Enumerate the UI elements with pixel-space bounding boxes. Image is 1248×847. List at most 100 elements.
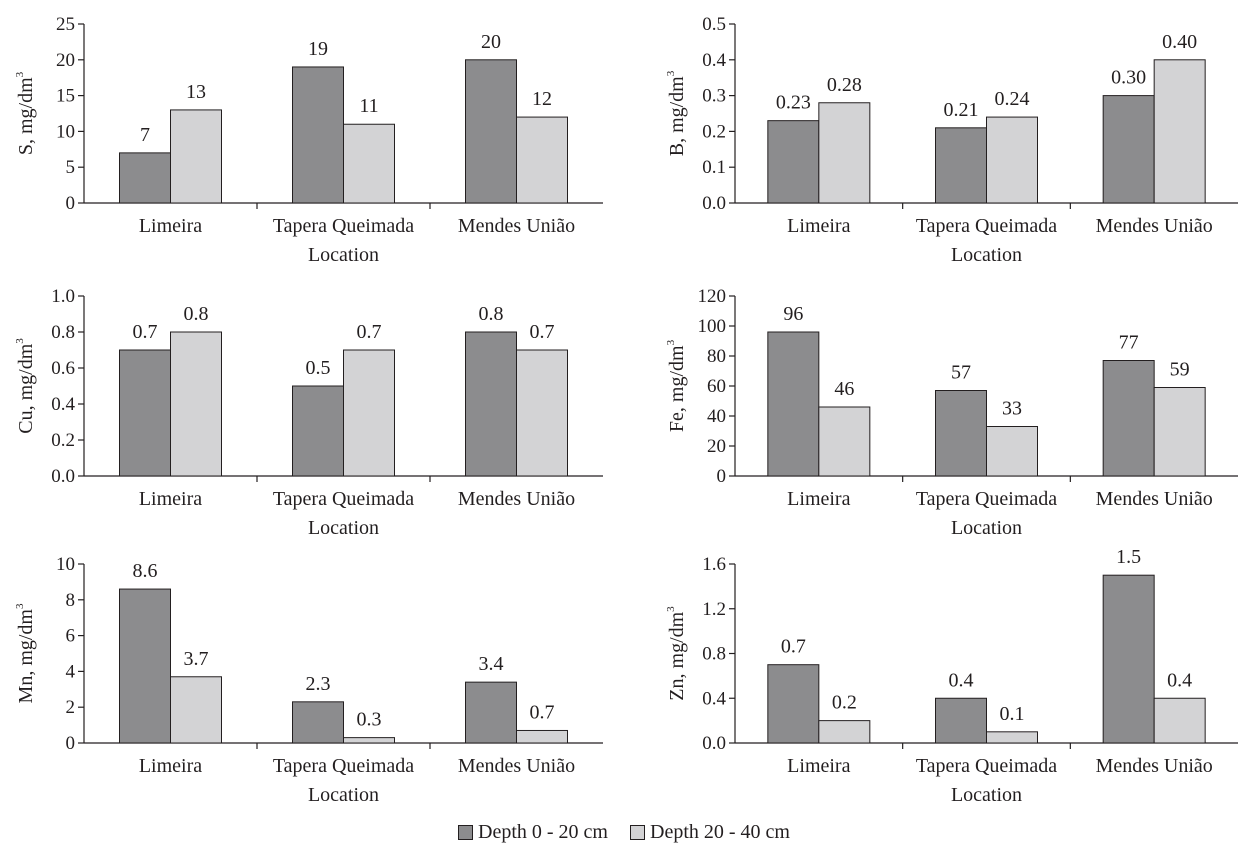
y-axis-title: Fe, mg/dm3 [665, 339, 688, 432]
data-label: 0.7 [357, 321, 382, 343]
category-label: Mendes União [1096, 215, 1213, 237]
data-label: 11 [359, 95, 378, 117]
y-tick-label: 0.0 [51, 466, 75, 487]
category-label: Mendes União [458, 215, 575, 237]
y-axis-title-superscript: 3 [665, 70, 677, 76]
y-tick-label: 0.5 [702, 14, 726, 35]
data-label: 0.7 [530, 321, 555, 343]
y-tick-label: 0.6 [51, 358, 75, 379]
bar-depth-0-20 [465, 59, 517, 204]
y-axis-title: Zn, mg/dm3 [665, 606, 688, 701]
y-axis-title-superscript: 3 [14, 338, 26, 344]
data-label: 13 [186, 81, 206, 103]
bar-depth-0-20 [767, 664, 820, 744]
y-tick-label: 0 [717, 466, 727, 487]
bar-depth-20-40 [818, 720, 871, 744]
bar-depth-0-20 [292, 385, 344, 477]
data-label: 0.7 [530, 701, 555, 723]
y-axis-title-superscript: 3 [14, 71, 26, 77]
category-label: Limeira [139, 755, 202, 777]
category-label: Tapera Queimada [273, 215, 414, 237]
bar-depth-0-20 [465, 681, 517, 744]
data-label: 3.4 [479, 653, 504, 675]
data-label: 0.5 [306, 357, 331, 379]
y-tick-label: 1.0 [51, 286, 75, 307]
y-tick-label: 10 [56, 121, 75, 142]
y-tick-label: 60 [707, 376, 726, 397]
data-label: 19 [308, 38, 328, 60]
data-label: 0.8 [184, 303, 209, 325]
bar-depth-20-40 [516, 349, 568, 477]
category-label: Mendes União [458, 755, 575, 777]
y-tick-label: 120 [698, 286, 727, 307]
legend-swatch-depth-0-20 [458, 824, 474, 840]
data-label: 20 [481, 31, 501, 53]
category-label: Limeira [787, 215, 850, 237]
y-tick-label: 20 [56, 50, 75, 71]
y-tick-label: 6 [66, 626, 76, 647]
bar-depth-0-20 [292, 701, 344, 744]
category-label: Limeira [787, 755, 850, 777]
data-label: 0.4 [949, 669, 974, 691]
x-axis-title: Location [308, 784, 379, 806]
bar-depth-0-20 [935, 127, 987, 204]
data-label: 77 [1119, 332, 1139, 354]
legend-item-depth-20-40: Depth 20 - 40 cm [630, 821, 790, 844]
x-axis-title: Location [951, 517, 1022, 539]
y-tick-label: 1.6 [702, 554, 726, 575]
data-label: 2.3 [306, 673, 331, 695]
data-label: 0.24 [995, 88, 1030, 110]
x-axis-title: Location [951, 784, 1022, 806]
data-label: 0.28 [827, 74, 862, 96]
category-label: Mendes União [458, 488, 575, 510]
y-tick-label: 8 [66, 590, 76, 611]
bar-depth-20-40 [343, 349, 395, 477]
bar-depth-0-20 [119, 349, 171, 477]
y-tick-label: 0.4 [702, 50, 726, 71]
chart-panel-4: 0 20 40 60 80 100 120 96 46 Limeira 57 33 Tapera Que… [665, 286, 1238, 539]
bar-depth-0-20 [767, 331, 820, 477]
data-label: 8.6 [133, 560, 158, 582]
bar-depth-20-40 [343, 737, 395, 744]
category-label: Tapera Queimada [273, 488, 414, 510]
y-tick-label: 0 [66, 193, 76, 214]
category-label: Limeira [787, 488, 850, 510]
y-tick-label: 0 [66, 733, 76, 754]
y-tick-label: 0.8 [51, 322, 75, 343]
y-tick-label: 25 [56, 14, 75, 35]
category-label: Limeira [139, 488, 202, 510]
data-label: 0.7 [133, 321, 158, 343]
y-tick-label: 0.3 [702, 86, 726, 107]
chart-legend: Depth 0 - 20 cm Depth 20 - 40 cm [0, 818, 1248, 846]
y-tick-label: 0.0 [702, 733, 726, 754]
bar-depth-0-20 [119, 152, 171, 204]
chart-panel-1: 0 5 10 15 20 25 7 13 Limeira 19 11 Tapera Queimada 2… [14, 14, 603, 266]
bar-depth-0-20 [767, 120, 820, 204]
data-label: 46 [834, 378, 854, 400]
x-axis-title: Location [951, 244, 1022, 266]
category-label: Limeira [139, 215, 202, 237]
bar-depth-0-20 [292, 66, 344, 204]
data-label: 0.23 [776, 92, 811, 114]
y-tick-label: 80 [707, 346, 726, 367]
bar-depth-20-40 [516, 729, 568, 744]
bar-depth-0-20 [935, 697, 987, 744]
data-label: 59 [1170, 359, 1190, 381]
y-axis-title-superscript: 3 [665, 606, 677, 612]
category-label: Mendes União [1096, 488, 1213, 510]
bar-depth-0-20 [1102, 360, 1155, 477]
data-label: 0.40 [1162, 31, 1197, 53]
y-axis-title: Mn, mg/dm3 [14, 603, 37, 703]
y-tick-label: 4 [66, 661, 76, 682]
legend-label-depth-0-20: Depth 0 - 20 cm [478, 820, 608, 843]
data-label: 0.8 [479, 303, 504, 325]
chart-panel-5: 0 2 4 6 8 10 8.6 3.7 Limeira 2.3 0.3 Tapera Queimad… [14, 554, 603, 806]
bar-depth-0-20 [1102, 95, 1155, 204]
category-label: Mendes União [1096, 755, 1213, 777]
bar-depth-0-20 [1102, 574, 1155, 744]
y-tick-label: 1.2 [702, 599, 726, 620]
category-label: Tapera Queimada [916, 488, 1057, 510]
y-tick-label: 100 [698, 316, 727, 337]
chart-panel-6: 0.0 0.4 0.8 1.2 1.6 0.7 0.2 Limeira 0.4 0.1 Tapera… [665, 546, 1238, 806]
